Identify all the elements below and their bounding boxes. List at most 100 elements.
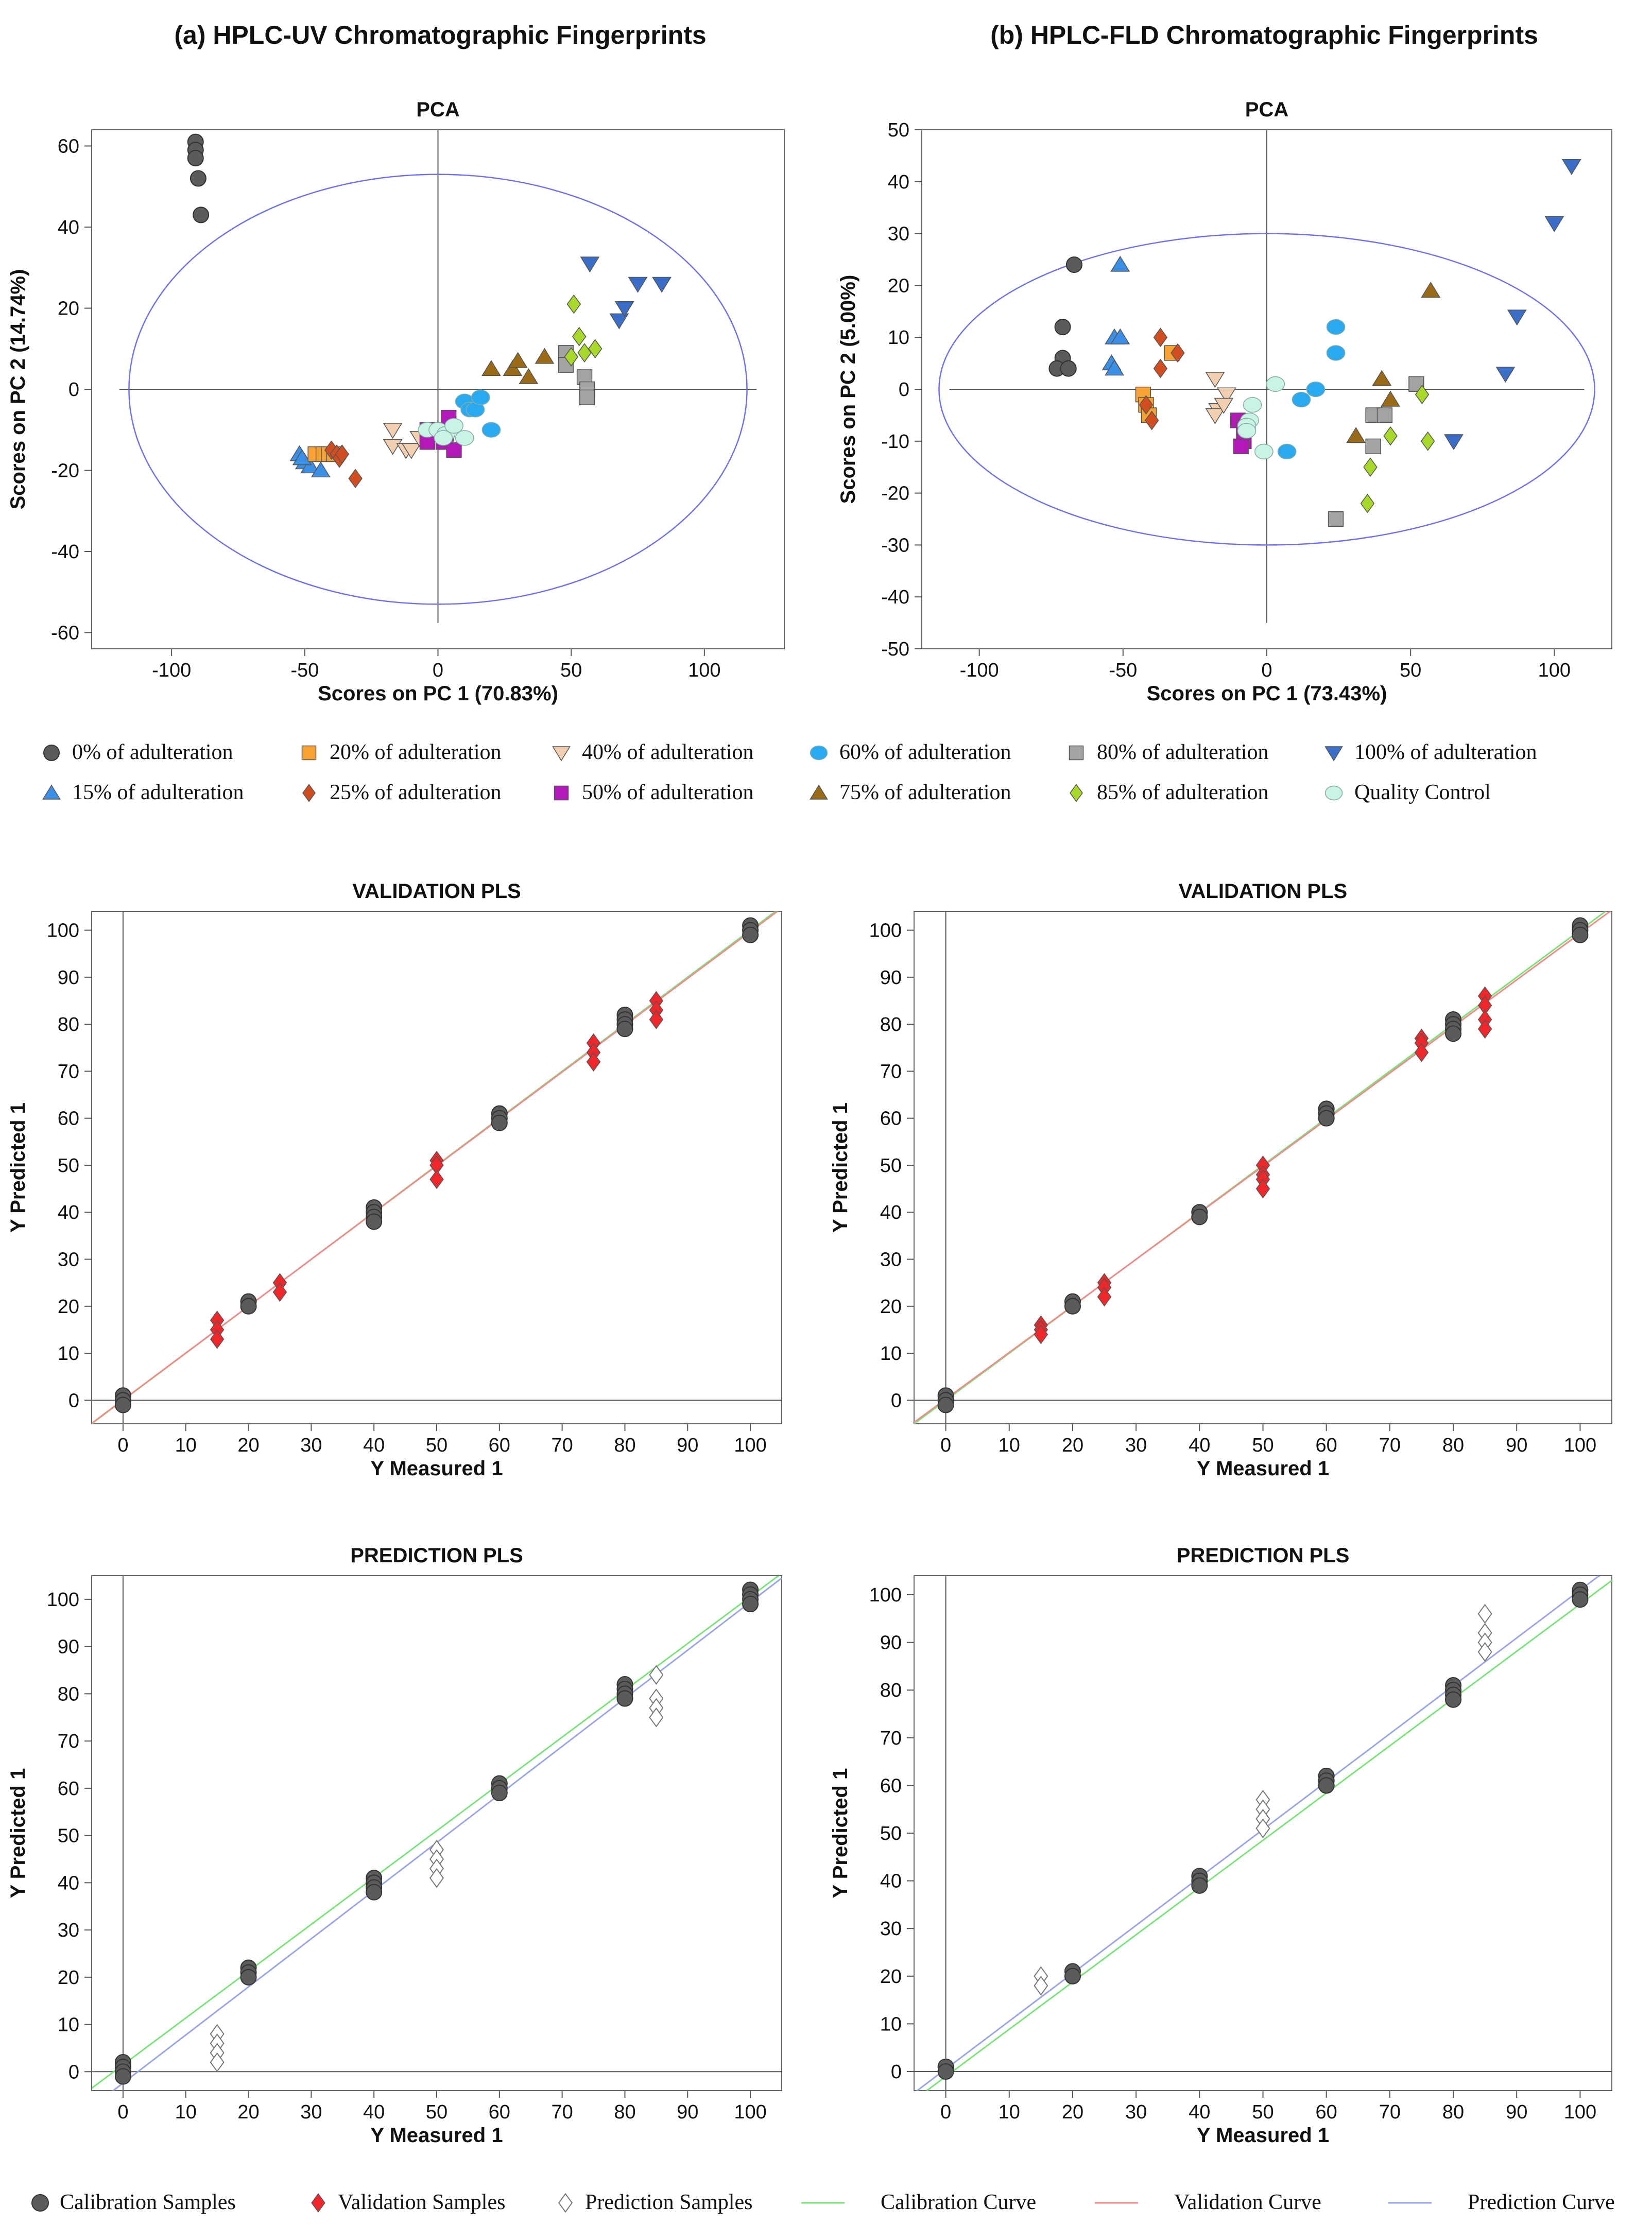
x-tick-label: -50	[1109, 660, 1137, 681]
pca-legend-item: 75% of adulteration	[810, 781, 1011, 804]
data-point	[1214, 398, 1234, 414]
pls-legend-item: Validation Samples	[311, 2190, 505, 2214]
column-title-uv: (a) HPLC-UV Chromatographic Fingerprints	[174, 21, 706, 49]
data-point	[1064, 1298, 1081, 1315]
data-point	[1477, 1642, 1492, 1662]
data-point	[566, 294, 581, 314]
data-point	[1105, 359, 1125, 376]
data-point	[1495, 367, 1516, 383]
data-point	[564, 347, 578, 367]
x-tick-label: -50	[290, 660, 319, 681]
legend-label: 40% of adulteration	[582, 740, 754, 764]
x-tick-label: 60	[1316, 1435, 1337, 1456]
plot-area	[92, 1576, 782, 2091]
x-tick-label: 20	[1062, 2101, 1083, 2123]
pca-legend-item: 20% of adulteration	[301, 740, 502, 764]
plot-title: VALIDATION PLS	[1179, 880, 1347, 903]
plot-title: PREDICTION PLS	[350, 1544, 523, 1567]
series-80-	[1328, 376, 1424, 527]
data-point	[1363, 457, 1378, 477]
x-tick-label: 70	[1379, 2101, 1401, 2123]
data-point	[1144, 410, 1159, 430]
data-point	[1065, 256, 1082, 273]
pca-legend-item: 40% of adulteration	[552, 740, 754, 764]
chart-pca-uv: PCA -100 -50 0 50 100 -60 -40 -20 0 20 40 60 Scores o…	[7, 98, 785, 705]
y-tick-label: 90	[58, 967, 79, 989]
x-axis-label: Y Measured 1	[1197, 2124, 1329, 2147]
data-point	[616, 1690, 633, 1707]
x-tick-label: 0	[1261, 660, 1272, 681]
pls-legend-item: Validation Curve	[1095, 2190, 1321, 2214]
plot-title: PREDICTION PLS	[1177, 1544, 1350, 1567]
legend-marker	[42, 784, 61, 800]
data-point	[652, 277, 672, 293]
y-tick-label: 70	[58, 1061, 79, 1082]
data-point	[366, 1213, 383, 1230]
y-tick-label: 50	[888, 119, 909, 141]
y-tick-label: 30	[880, 1918, 902, 1940]
legend-marker	[301, 745, 317, 761]
legend-label: 50% of adulteration	[582, 781, 754, 804]
data-point	[1153, 327, 1168, 348]
data-point	[455, 430, 474, 446]
data-point	[481, 422, 501, 438]
data-point	[114, 1396, 131, 1413]
series-15-	[289, 445, 331, 478]
y-tick-label: -40	[881, 587, 909, 608]
pca-legend-item: 60% of adulteration	[810, 740, 1011, 764]
data-point	[300, 457, 320, 474]
plot-area	[914, 1576, 1612, 2091]
series-0-	[187, 133, 210, 223]
x-tick-label: 100	[734, 1435, 766, 1456]
y-tick-label: 0	[68, 1390, 79, 1411]
pca-legend: 0% of adulteration 15% of adulteration 20%…	[42, 740, 1537, 804]
data-point	[1233, 438, 1249, 455]
x-tick-label: 100	[1564, 2101, 1596, 2123]
x-tick-label: 50	[426, 2101, 448, 2123]
data-point	[1097, 1287, 1112, 1307]
legend-marker	[1069, 745, 1084, 761]
data-point	[1318, 1777, 1335, 1794]
data-point	[649, 1707, 664, 1728]
legend-label: 75% of adulteration	[839, 781, 1011, 804]
y-tick-label: 0	[68, 379, 79, 401]
y-tick-label: 20	[888, 275, 909, 297]
data-point	[335, 444, 349, 464]
x-tick-label: -100	[152, 660, 191, 681]
y-tick-label: 60	[58, 1108, 79, 1130]
chart-pca-fld: PCA-100 -50 0 50 100-50-40-30-20-10010203040…	[837, 98, 1612, 705]
data-point	[1415, 385, 1430, 404]
data-point	[429, 1169, 444, 1189]
series-25-	[1139, 327, 1185, 430]
data-point	[1443, 434, 1464, 451]
x-tick-label: 100	[1564, 1435, 1596, 1456]
data-point	[937, 1396, 954, 1413]
legend-marker	[810, 745, 828, 761]
y-tick-label: 40	[58, 1872, 79, 1894]
y-tick-label: 40	[888, 171, 909, 193]
data-point	[614, 301, 634, 317]
data-point	[383, 423, 403, 439]
legend-label: 0% of adulteration	[72, 740, 233, 764]
x-tick-label: 70	[551, 1435, 573, 1456]
pca-legend-item: 0% of adulteration	[43, 740, 233, 764]
data-point	[434, 430, 453, 446]
x-tick-label: 80	[1442, 2101, 1464, 2123]
data-point	[1034, 1975, 1048, 1996]
data-point	[1420, 431, 1435, 451]
pls-legend-item: Prediction Curve	[1388, 2190, 1615, 2214]
series-0-	[1048, 256, 1082, 377]
y-tick-label: 80	[880, 1680, 902, 1701]
pca-legend-item: 50% of adulteration	[554, 781, 754, 804]
x-tick-label: -100	[960, 660, 999, 681]
data-point	[1191, 1877, 1208, 1894]
data-point	[1054, 319, 1071, 336]
data-point	[1372, 370, 1392, 386]
data-point	[1421, 282, 1441, 298]
data-point	[272, 1282, 287, 1302]
x-tick-label: 100	[688, 660, 720, 681]
x-tick-label: 10	[175, 2101, 197, 2123]
series-100-	[1443, 159, 1581, 451]
